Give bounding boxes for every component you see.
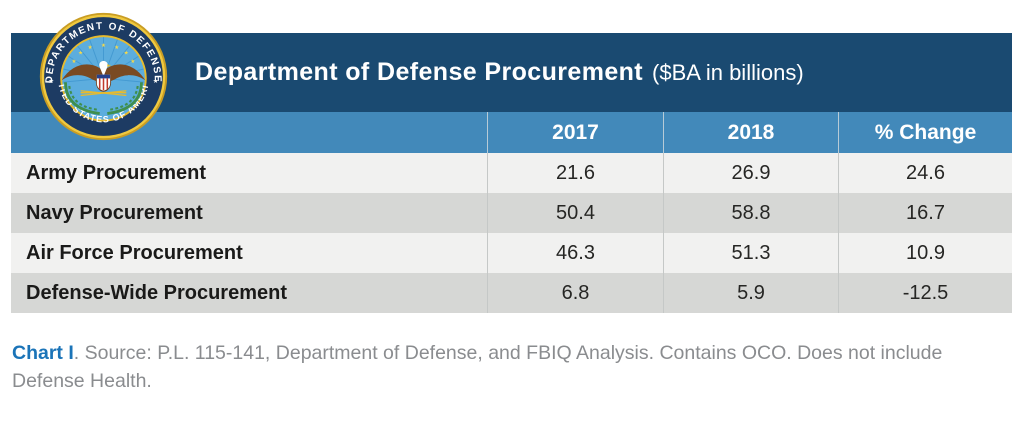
dod-seal-svg: DEPARTMENT OF DEFENSE UNITED STATES OF A… — [37, 10, 168, 141]
table-row-army: Army Procurement 21.6 26.9 24.6 — [11, 153, 1012, 193]
table-row-navy: Navy Procurement 50.4 58.8 16.7 — [11, 193, 1012, 233]
source-caption: Chart I. Source: P.L. 115-141, Departmen… — [12, 339, 1012, 395]
row-label: Air Force Procurement — [26, 241, 243, 264]
svg-text:★: ★ — [101, 42, 106, 49]
caption-chart-label: Chart I — [12, 342, 74, 364]
value-2018: 5.9 — [663, 273, 838, 313]
value-pct-change: -12.5 — [838, 273, 1012, 313]
table-title-bar: Department of Defense Procurement ($BA i… — [11, 33, 1012, 112]
arrows-icon — [80, 90, 127, 97]
svg-text:★: ★ — [124, 50, 129, 57]
svg-text:★: ★ — [78, 50, 83, 57]
value-pct-change: 10.9 — [838, 233, 1012, 273]
column-header-row: 2017 2018 % Change — [11, 112, 1012, 153]
table-title: Department of Defense Procurement — [195, 58, 644, 86]
eagle-icon — [61, 60, 146, 97]
value-2017: 50.4 — [487, 193, 663, 233]
caption-source-text: . Source: P.L. 115-141, Department of De… — [12, 342, 943, 392]
column-header-2017: 2017 — [487, 112, 663, 153]
value-2017: 21.6 — [487, 153, 663, 193]
seal-star-separator-right: ★ — [153, 77, 159, 85]
value-pct-change: 16.7 — [838, 193, 1012, 233]
svg-text:★: ★ — [88, 44, 93, 51]
value-2018: 26.9 — [663, 153, 838, 193]
row-label: Army Procurement — [26, 161, 207, 184]
svg-text:★: ★ — [130, 58, 135, 65]
laurel-wreath-icon — [64, 82, 143, 115]
column-header-pct-change: % Change — [838, 112, 1012, 153]
value-2017: 6.8 — [487, 273, 663, 313]
row-label: Navy Procurement — [26, 201, 203, 224]
svg-text:★: ★ — [71, 58, 76, 65]
seal-star-separator-left: ★ — [48, 77, 54, 85]
procurement-table: Department of Defense Procurement ($BA i… — [11, 10, 1012, 313]
dod-seal-icon: DEPARTMENT OF DEFENSE UNITED STATES OF A… — [37, 10, 170, 143]
value-pct-change: 24.6 — [838, 153, 1012, 193]
table-subtitle: ($BA in billions) — [652, 59, 804, 85]
column-header-2018: 2018 — [663, 112, 838, 153]
value-2017: 46.3 — [487, 233, 663, 273]
table-row-defense-wide: Defense-Wide Procurement 6.8 5.9 -12.5 — [11, 273, 1012, 313]
value-2018: 51.3 — [663, 233, 838, 273]
row-label: Defense-Wide Procurement — [26, 281, 287, 304]
svg-text:★: ★ — [114, 44, 119, 51]
value-2018: 58.8 — [663, 193, 838, 233]
table-row-air-force: Air Force Procurement 46.3 51.3 10.9 — [11, 233, 1012, 273]
